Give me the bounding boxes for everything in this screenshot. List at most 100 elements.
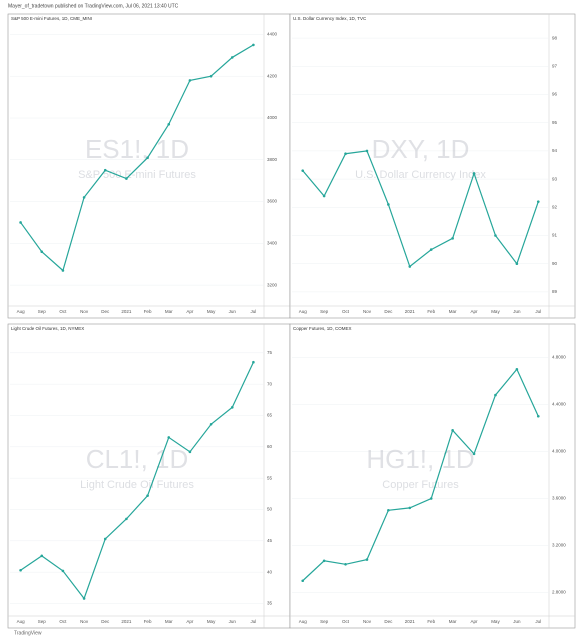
x-tick-label: Oct — [342, 619, 350, 624]
price-point — [188, 450, 192, 454]
y-tick-label: 91 — [552, 233, 558, 238]
price-point — [515, 367, 519, 371]
x-tick-label: Aug — [17, 619, 26, 624]
x-tick-label: Mar — [165, 619, 173, 624]
header: Mayer_of_tradetown published on TradingV… — [8, 3, 179, 9]
x-tick-label: Jun — [513, 619, 521, 624]
y-tick-label: 3200 — [267, 282, 278, 287]
x-tick-label: Dec — [384, 309, 393, 314]
price-point — [408, 506, 412, 510]
y-tick-label: 4400 — [267, 32, 278, 37]
x-tick-label: 2021 — [121, 619, 132, 624]
y-tick-label: 70 — [267, 381, 273, 386]
x-tick-label: Mar — [449, 619, 457, 624]
price-point — [387, 508, 390, 512]
y-tick-label: 89 — [552, 289, 558, 294]
x-tick-label: Apr — [471, 619, 479, 624]
y-tick-label: 65 — [267, 413, 273, 418]
watermark-symbol: ES1!, 1D — [85, 134, 189, 164]
y-tick-label: 94 — [552, 148, 558, 153]
price-point — [103, 168, 107, 172]
panel-title: S&P 500 E-mini Futures, 1D, CME_MINI — [11, 16, 92, 21]
x-tick-label: Sep — [320, 619, 329, 624]
panel-title: Copper Futures, 1D, COMEX — [293, 326, 352, 331]
price-point — [387, 203, 390, 206]
price-line — [20, 44, 254, 272]
x-tick-label: Dec — [101, 619, 110, 624]
price-point — [472, 172, 476, 175]
watermark-name: U.S. Dollar Currency Index — [355, 169, 486, 181]
price-point — [536, 414, 540, 418]
price-point — [494, 234, 497, 237]
price-point — [125, 177, 128, 180]
x-tick-label: 2021 — [405, 309, 416, 314]
x-tick-label: Mar — [449, 309, 457, 314]
price-point — [167, 122, 171, 126]
x-tick-label: May — [491, 309, 500, 314]
x-tick-label: Aug — [299, 309, 308, 314]
price-line — [302, 368, 539, 582]
price-point — [429, 248, 433, 251]
y-tick-label: 3.6000 — [552, 496, 566, 501]
x-tick-label: Jun — [229, 309, 237, 314]
panel — [7, 13, 291, 319]
x-tick-label: Nov — [363, 309, 372, 314]
price-point — [209, 422, 213, 426]
y-tick-label: 93 — [552, 176, 558, 181]
y-tick-label: 95 — [552, 120, 558, 125]
price-point — [365, 149, 369, 153]
price-point — [494, 393, 497, 397]
x-tick-label: Oct — [59, 619, 67, 624]
x-tick-label: Nov — [80, 309, 89, 314]
x-tick-label: Dec — [384, 619, 393, 624]
y-tick-label: 4.4000 — [552, 402, 566, 407]
price-point — [19, 221, 22, 224]
panel — [289, 13, 576, 319]
x-tick-label: Aug — [17, 309, 26, 314]
y-tick-label: 75 — [267, 350, 273, 355]
panel-title: U.S. Dollar Currency Index, 1D, TVC — [293, 16, 367, 21]
price-point — [61, 569, 65, 573]
footer: TradingView — [14, 630, 42, 636]
x-tick-label: Apr — [471, 309, 479, 314]
y-tick-label: 60 — [267, 444, 273, 449]
x-tick-label: Oct — [342, 309, 350, 314]
x-tick-label: Oct — [59, 309, 67, 314]
price-point — [408, 265, 412, 268]
price-point — [451, 429, 454, 432]
x-tick-label: Sep — [320, 309, 329, 314]
x-tick-label: 2021 — [405, 619, 416, 624]
price-point — [103, 537, 107, 541]
x-tick-label: May — [207, 619, 216, 624]
x-tick-label: Feb — [427, 309, 435, 314]
y-tick-label: 50 — [267, 507, 273, 512]
price-point — [188, 79, 192, 82]
price-line — [302, 150, 539, 268]
x-tick-label: Jun — [229, 619, 237, 624]
x-tick-label: Sep — [38, 309, 47, 314]
price-point — [146, 494, 149, 497]
price-point — [252, 360, 255, 364]
x-tick-label: 2021 — [121, 309, 132, 314]
price-point — [40, 554, 44, 558]
x-tick-label: Jul — [251, 619, 257, 624]
price-point — [61, 269, 65, 272]
x-tick-label: Nov — [363, 619, 372, 624]
price-point — [209, 74, 213, 78]
y-tick-label: 3800 — [267, 157, 278, 162]
price-point — [82, 196, 86, 199]
y-tick-label: 92 — [552, 204, 558, 209]
y-tick-label: 96 — [552, 92, 558, 97]
y-tick-label: 3600 — [267, 199, 278, 204]
x-tick-label: Apr — [186, 619, 194, 624]
price-point — [125, 517, 128, 521]
y-tick-label: 90 — [552, 261, 558, 266]
price-point — [322, 194, 326, 198]
y-tick-label: 3.2000 — [552, 543, 566, 548]
watermark-symbol: HG1!, 1D — [366, 444, 474, 474]
x-tick-label: Sep — [38, 619, 47, 624]
x-tick-label: Nov — [80, 619, 89, 624]
watermark-symbol: CL1!, 1D — [86, 444, 189, 474]
price-point — [252, 43, 255, 47]
watermark-name: Light Crude Oil Futures — [80, 479, 194, 491]
